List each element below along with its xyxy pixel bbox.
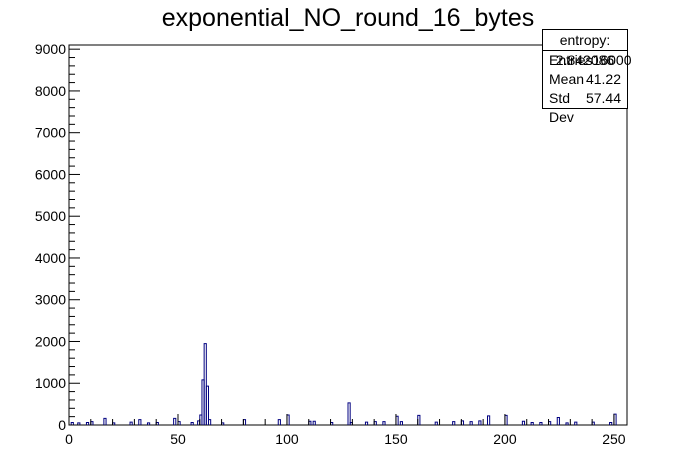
histogram-bin — [190, 421, 194, 425]
x-tick-label: 200 — [493, 431, 517, 447]
stats-box: entropy: 2.842086 Entries 16000 Mean 41.… — [542, 29, 632, 125]
y-tick-label: 3000 — [35, 292, 66, 308]
y-tick-label: 0 — [58, 417, 66, 433]
histogram-bin — [70, 421, 74, 425]
histogram-bin — [103, 417, 107, 425]
stats-row-stddev: Std Dev 57.44 — [543, 89, 627, 125]
stats-label: Entries — [549, 52, 593, 68]
stats-row-entries: Entries 16000 — [543, 51, 632, 70]
histogram-bin — [382, 421, 386, 425]
stats-value: 57.44 — [585, 90, 621, 106]
histogram-bin — [203, 343, 207, 425]
histogram-bin — [521, 420, 526, 425]
histogram-bin — [85, 421, 90, 425]
histogram-bin — [556, 416, 560, 425]
stats-value: 16000 — [592, 52, 632, 68]
x-tick-label: 50 — [170, 431, 186, 447]
histogram-bin — [364, 421, 369, 425]
histogram-bin — [277, 419, 281, 425]
y-tick-label: 1000 — [35, 375, 66, 391]
histogram-bin — [609, 421, 613, 425]
histogram-bin — [146, 422, 151, 425]
stats-label: Std Dev — [549, 90, 574, 125]
histogram-bin — [478, 420, 482, 425]
y-tick-label: 6000 — [35, 166, 66, 182]
histogram-bin — [434, 421, 438, 425]
histogram-bin — [173, 417, 177, 425]
y-tick-label: 8000 — [35, 83, 66, 99]
y-tick-label: 4000 — [35, 250, 66, 266]
histogram-bin — [77, 422, 81, 425]
histogram-bin — [312, 420, 316, 425]
histogram-bin — [452, 421, 456, 425]
y-tick-label: 2000 — [35, 333, 66, 349]
histogram-bin — [539, 421, 543, 425]
axes: 0 1000 2000 3000 4000 5000 6000 7000 8000 9000 0 50… — [35, 41, 626, 447]
y-tick-label: 5000 — [35, 208, 66, 224]
histogram-bin — [574, 421, 578, 425]
histogram-bin — [208, 419, 212, 425]
stats-value: 41.22 — [585, 71, 621, 87]
chart-title: exponential_NO_round_16_bytes — [161, 4, 535, 32]
x-tick-label: 100 — [275, 431, 299, 447]
histogram-bin — [487, 415, 491, 425]
stats-label: Mean — [549, 71, 585, 87]
histogram-bin — [530, 421, 534, 425]
stats-entropy: entropy: 2.842086 — [543, 30, 627, 68]
histogram-bin — [469, 421, 473, 425]
histogram-bin — [347, 402, 351, 425]
y-tick-label: 7000 — [35, 125, 66, 141]
histogram-bin — [565, 422, 569, 425]
histogram-bin — [129, 421, 133, 425]
y-tick-label: 9000 — [35, 41, 66, 57]
x-tick-label: 150 — [384, 431, 408, 447]
histogram-bin — [205, 385, 209, 425]
histogram-bin — [399, 421, 403, 425]
histogram-marks — [70, 343, 617, 425]
x-tick-label: 0 — [65, 431, 73, 447]
histogram-bin — [138, 419, 142, 425]
x-tick-label: 250 — [602, 431, 626, 447]
stats-row-mean: Mean 41.22 — [543, 70, 627, 89]
